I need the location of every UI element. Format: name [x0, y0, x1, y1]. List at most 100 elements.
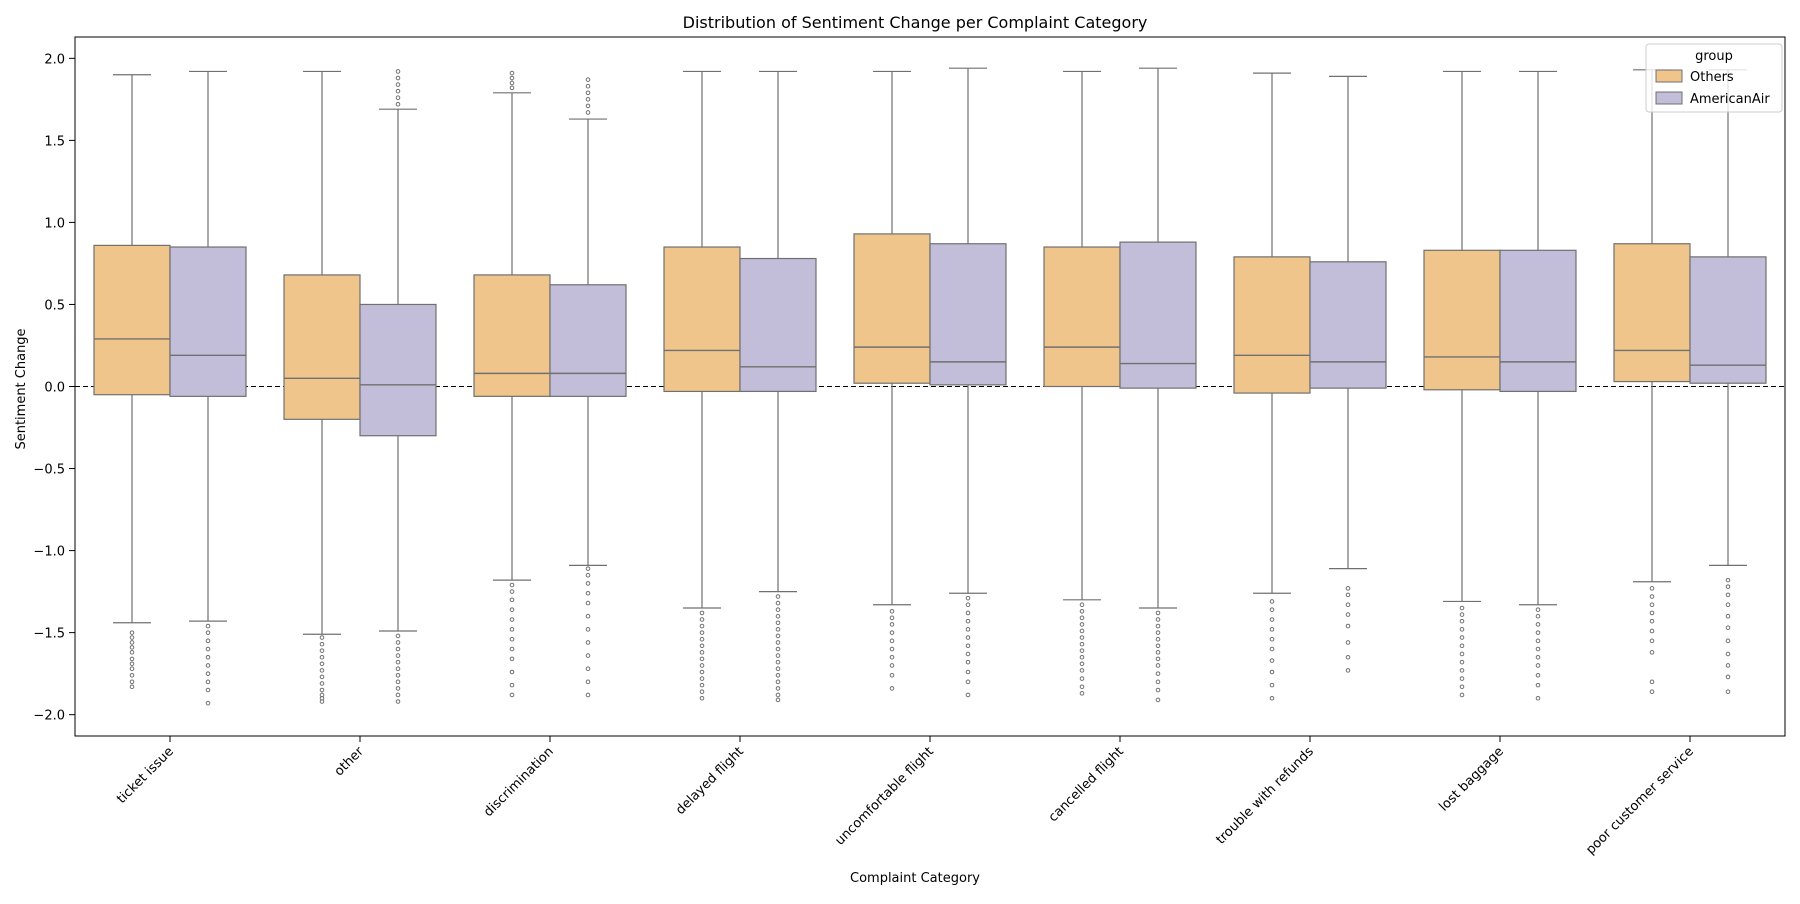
outlier-point — [395, 686, 401, 691]
x-tick-label: other — [332, 744, 368, 780]
outlier-point — [1345, 602, 1351, 608]
outlier-point — [585, 90, 591, 96]
outlier-point — [129, 645, 135, 650]
outlier-point — [1535, 607, 1541, 612]
outlier-point — [205, 638, 211, 644]
outlier-point — [395, 82, 401, 87]
outlier-point — [395, 659, 401, 665]
iqr-box — [739, 257, 817, 393]
outlier-point — [1725, 592, 1731, 598]
outlier-point — [1345, 612, 1351, 617]
box-others — [93, 74, 171, 690]
iqr-box — [663, 246, 741, 393]
outlier-point — [889, 622, 895, 627]
outlier-point — [1459, 651, 1465, 657]
outlier-point — [395, 633, 401, 639]
outlier-point — [1535, 613, 1541, 619]
outlier-point — [1649, 679, 1655, 685]
outlier-point — [699, 695, 705, 701]
outlier-point — [1345, 640, 1351, 645]
outlier-point — [889, 608, 895, 614]
outlier-point — [395, 679, 401, 685]
outlier-point — [395, 88, 401, 94]
x-tick-label: uncomfortable flight — [832, 744, 936, 848]
outlier-point — [1535, 663, 1541, 668]
outlier-point — [1535, 654, 1541, 660]
outlier-point — [585, 666, 591, 672]
outlier-point — [1725, 613, 1731, 619]
outlier-point — [205, 663, 211, 668]
y-tick-label: 0.5 — [44, 298, 65, 313]
outlier-point — [1649, 594, 1655, 599]
outlier-point — [1155, 687, 1161, 693]
outlier-point — [1155, 671, 1161, 676]
outlier-point — [585, 581, 591, 586]
outlier-point — [585, 640, 591, 645]
outlier-point — [395, 672, 401, 678]
outlier-point — [205, 687, 211, 693]
outlier-point — [775, 659, 781, 665]
outlier-point — [395, 69, 401, 74]
outlier-point — [1155, 623, 1161, 629]
legend-swatch — [1655, 91, 1683, 105]
outlier-point — [509, 70, 515, 76]
box-americanair — [359, 69, 437, 704]
box-americanair — [1309, 75, 1387, 673]
outlier-point — [585, 613, 591, 619]
outlier-point — [319, 668, 325, 673]
outlier-point — [1459, 643, 1465, 649]
outlier-point — [965, 679, 971, 685]
outlier-point — [1269, 617, 1275, 622]
outlier-point — [129, 684, 135, 690]
legend: group Others AmericanAir — [1645, 43, 1783, 113]
outlier-point — [585, 653, 591, 658]
outlier-point — [509, 617, 515, 622]
iqr-box — [169, 246, 247, 397]
iqr-box — [853, 233, 931, 384]
chart-title: Distribution of Sentiment Change per Com… — [683, 13, 1148, 32]
outlier-point — [585, 103, 591, 109]
outlier-point — [1079, 628, 1085, 634]
outlier-point — [395, 101, 401, 107]
outlier-point — [1535, 672, 1541, 678]
outlier-point — [699, 663, 705, 668]
outlier-point — [1269, 646, 1275, 652]
x-tick-label: delayed flight — [673, 744, 747, 818]
box-americanair — [169, 70, 247, 706]
x-tick-label: discrimination — [481, 744, 557, 820]
outlier-point — [395, 640, 401, 645]
x-tick-label: trouble with refunds — [1213, 744, 1317, 848]
outlier-point — [1079, 691, 1085, 696]
outlier-point — [509, 85, 515, 91]
outlier-point — [775, 646, 781, 652]
outlier-point — [319, 648, 325, 653]
outlier-point — [965, 595, 971, 601]
outlier-point — [889, 630, 895, 635]
outlier-point — [1649, 689, 1655, 694]
outlier-point — [319, 635, 325, 640]
outlier-point — [1155, 697, 1161, 703]
outlier-point — [395, 95, 401, 101]
outlier-point — [1079, 661, 1085, 667]
outlier-point — [205, 630, 211, 635]
outlier-point — [965, 610, 971, 616]
outlier-point — [1459, 676, 1465, 681]
outlier-point — [699, 617, 705, 622]
box-others — [853, 70, 931, 691]
outlier-point — [129, 640, 135, 645]
outlier-point — [319, 661, 325, 667]
outlier-point — [775, 620, 781, 626]
outlier-point — [509, 636, 515, 642]
iqr-box — [1423, 249, 1501, 391]
outlier-point — [585, 97, 591, 102]
outlier-point — [395, 75, 401, 81]
outlier-point — [1155, 679, 1161, 685]
outlier-point — [509, 597, 515, 603]
outlier-point — [775, 697, 781, 703]
y-tick-label: −0.5 — [33, 463, 65, 478]
outlier-point — [1079, 668, 1085, 673]
box-others — [283, 70, 361, 704]
x-axis-label: Complaint Category — [850, 871, 980, 886]
outlier-point — [1155, 617, 1161, 622]
box-others — [473, 70, 551, 698]
